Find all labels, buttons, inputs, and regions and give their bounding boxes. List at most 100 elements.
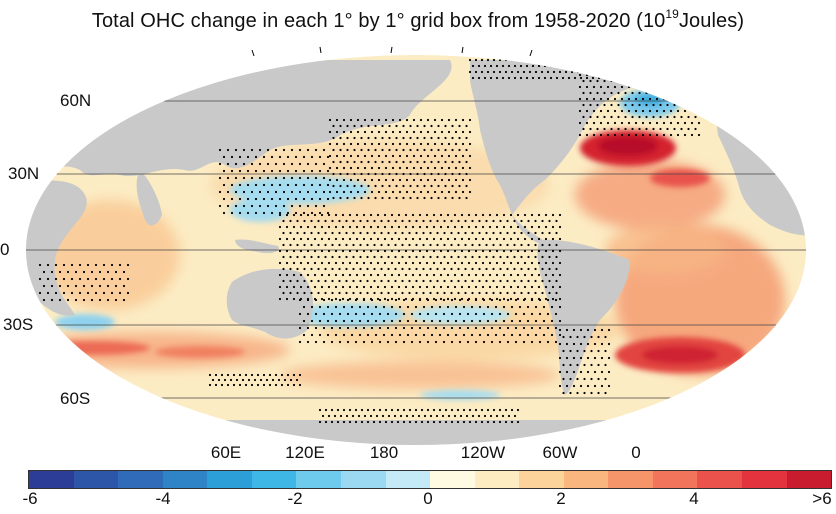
stipple-dot xyxy=(310,255,313,259)
stipple-dot xyxy=(278,197,282,201)
stipple-dot xyxy=(586,384,590,388)
stipple-dot xyxy=(572,328,576,332)
stipple-dot xyxy=(618,58,622,62)
stipple-dot xyxy=(352,231,355,235)
stipple-dot xyxy=(438,408,442,412)
stipple-dot xyxy=(278,155,282,159)
stipple-dot xyxy=(548,219,551,223)
stipple-dot xyxy=(462,333,466,337)
stipple-dot xyxy=(394,298,398,302)
stipple-dot xyxy=(377,178,381,182)
stipple-dot xyxy=(412,118,416,122)
stipple-dot xyxy=(274,383,278,387)
stipple-dot xyxy=(458,196,461,200)
stipple-dot xyxy=(458,124,461,128)
stipple-dot xyxy=(360,408,364,412)
colorbar-tick-neg4: -4 xyxy=(155,489,171,508)
stipple-dot xyxy=(302,197,306,201)
stipple-dot xyxy=(367,148,370,152)
stipple-dot xyxy=(641,97,645,101)
stipple-dot xyxy=(590,363,593,367)
stipple-dot xyxy=(419,190,423,194)
stipple-dot xyxy=(534,267,537,271)
stipple-dot xyxy=(423,414,427,418)
stipple-dot xyxy=(327,297,331,301)
colorbar-segment xyxy=(697,471,742,488)
stipple-dot xyxy=(390,420,394,424)
stipple-dot xyxy=(669,76,673,80)
stipple-dot xyxy=(381,414,385,418)
stipple-dot xyxy=(338,326,342,330)
stipple-dot xyxy=(394,243,397,247)
stipple-dot xyxy=(289,378,293,382)
stipple-dot xyxy=(299,249,303,253)
stipple-dot xyxy=(655,97,659,101)
stipple-dot xyxy=(370,130,374,134)
stipple-dot xyxy=(299,225,303,229)
stipple-dot xyxy=(599,85,603,89)
stipple-dot xyxy=(102,277,106,281)
colorbar-tick-4: 4 xyxy=(689,489,699,508)
stipple-dot xyxy=(295,378,299,382)
stipple-dot xyxy=(94,263,98,267)
stipple-dot xyxy=(310,183,314,187)
stipple-dot xyxy=(406,333,410,337)
stipple-dot xyxy=(675,64,679,68)
stipple-dot xyxy=(612,58,616,62)
stipple-dot xyxy=(318,319,322,323)
stipple-dot xyxy=(356,130,360,134)
stipple-dot xyxy=(612,70,616,74)
stipple-dot xyxy=(429,267,432,271)
stipple-dot xyxy=(522,58,526,62)
stipple-dot xyxy=(490,312,494,316)
stipple-dot xyxy=(416,136,419,140)
stipple-dot xyxy=(401,291,404,295)
stipple-dot xyxy=(648,109,652,113)
stipple-dot xyxy=(383,225,387,229)
stipple-dot xyxy=(290,176,294,180)
stipple-dot xyxy=(335,166,339,170)
stipple-dot xyxy=(294,155,298,159)
stipple-dot xyxy=(382,319,386,323)
stipple-dot xyxy=(423,136,426,140)
stipple-dot xyxy=(434,298,438,302)
stipple-dot xyxy=(218,176,222,180)
stipple-dot xyxy=(573,76,577,80)
stipple-dot xyxy=(362,213,366,217)
stipple-dot xyxy=(381,172,384,176)
stipple-dot xyxy=(384,118,388,122)
stipple-dot xyxy=(126,263,130,267)
stipple-dot xyxy=(345,291,348,295)
stipple-dot xyxy=(327,273,331,277)
stipple-dot xyxy=(597,349,600,353)
stipple-dot xyxy=(458,326,462,330)
stipple-dot xyxy=(380,219,383,223)
stipple-dot xyxy=(474,298,478,302)
stipple-dot xyxy=(471,267,474,271)
stipple-dot xyxy=(555,279,558,283)
stipple-dot xyxy=(373,255,376,259)
stipple-dot xyxy=(366,291,369,295)
stipple-dot xyxy=(585,76,589,80)
stipple-dot xyxy=(426,154,430,158)
stipple-dot xyxy=(341,249,345,253)
stipple-dot xyxy=(474,340,478,344)
stipple-dot xyxy=(266,176,270,180)
stipple-dot xyxy=(481,285,485,289)
stipple-dot xyxy=(418,340,422,344)
stipple-dot xyxy=(339,124,342,128)
stipple-dot xyxy=(606,70,610,74)
stipple-dot xyxy=(596,127,599,131)
stipple-dot xyxy=(454,190,458,194)
stipple-dot xyxy=(254,183,258,187)
lat-label-60s: 60S xyxy=(60,389,91,408)
stipple-dot xyxy=(570,58,574,62)
stipple-dot xyxy=(439,213,443,217)
stipple-dot xyxy=(292,285,296,289)
stipple-dot xyxy=(363,166,367,170)
stipple-dot xyxy=(345,243,348,247)
stipple-dot xyxy=(401,255,404,259)
stipple-dot xyxy=(334,285,338,289)
meridian-tick-3 xyxy=(390,46,393,54)
stipple-dot xyxy=(367,172,370,176)
